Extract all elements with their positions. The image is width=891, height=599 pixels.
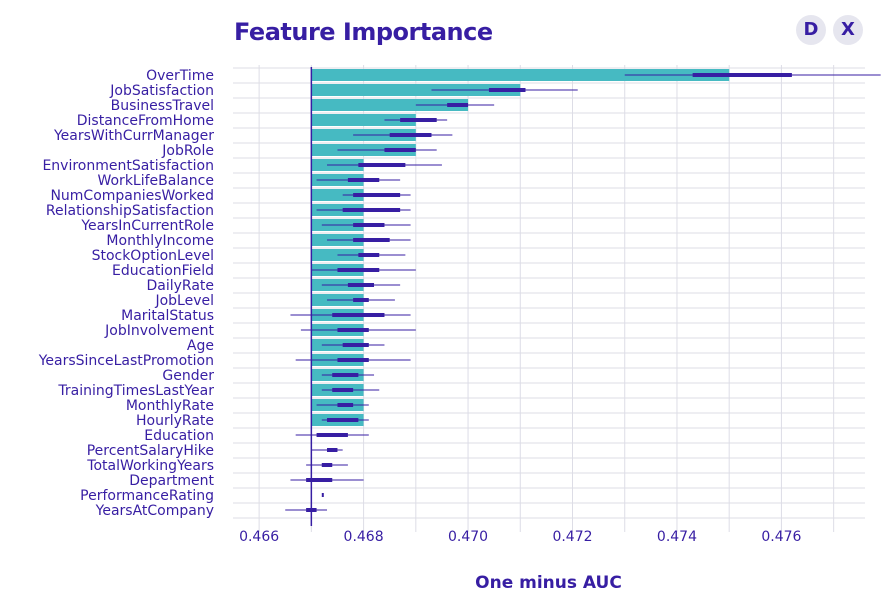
feature-label: PercentSalaryHike: [87, 443, 214, 459]
box-RelationshipSatisfaction: [342, 208, 401, 212]
box-StockOptionLevel: [358, 253, 380, 257]
box-MaritalStatus: [332, 313, 385, 317]
d-button[interactable]: D: [796, 15, 826, 45]
feature-label: EnvironmentSatisfaction: [42, 158, 214, 174]
box-PerformanceRating: [321, 493, 324, 497]
feature-label: YearsAtCompany: [95, 503, 214, 519]
feature-label: Education: [144, 428, 214, 444]
x-tick-label: 0.472: [552, 529, 592, 545]
feature-label: NumCompaniesWorked: [50, 188, 214, 204]
box-MonthlyRate: [337, 403, 354, 407]
x-axis-label: One minus AUC: [475, 573, 622, 593]
bar-BusinessTravel: [311, 99, 469, 111]
feature-label: DailyRate: [146, 278, 214, 294]
x-button[interactable]: X: [833, 15, 863, 45]
feature-label: EducationField: [112, 263, 214, 279]
x-tick-label: 0.466: [239, 529, 279, 545]
x-tick-label: 0.476: [761, 529, 801, 545]
feature-label: Department: [129, 473, 214, 489]
feature-label: BusinessTravel: [111, 98, 214, 114]
feature-label: TotalWorkingYears: [86, 458, 214, 474]
feature-label: Gender: [162, 368, 214, 384]
box-PercentSalaryHike: [327, 448, 338, 452]
box-BusinessTravel: [447, 103, 469, 107]
feature-label: StockOptionLevel: [92, 248, 214, 264]
box-JobInvolvement: [337, 328, 369, 332]
feature-label: PerformanceRating: [80, 488, 214, 504]
box-YearsInCurrentRole: [353, 223, 385, 227]
feature-label: MonthlyRate: [126, 398, 214, 414]
feature-label: JobSatisfaction: [109, 83, 214, 99]
feature-label: TrainingTimesLastYear: [57, 383, 214, 399]
box-OverTime: [692, 73, 792, 77]
box-YearsWithCurrManager: [389, 133, 432, 137]
box-YearsSinceLastPromotion: [337, 358, 369, 362]
feature-label: MaritalStatus: [121, 308, 214, 324]
box-Age: [342, 343, 369, 347]
feature-label: JobInvolvement: [104, 323, 214, 339]
feature-label: DistanceFromHome: [77, 113, 214, 129]
feature-label: HourlyRate: [136, 413, 214, 429]
feature-label: Age: [187, 338, 214, 354]
feature-label: JobRole: [161, 143, 214, 159]
box-Department: [306, 478, 333, 482]
box-Education: [316, 433, 348, 437]
box-Gender: [332, 373, 359, 377]
box-JobRole: [384, 148, 416, 152]
box-EnvironmentSatisfaction: [358, 163, 406, 167]
box-DistanceFromHome: [400, 118, 437, 122]
box-WorkLifeBalance: [347, 178, 380, 182]
x-tick-label: 0.468: [344, 529, 384, 545]
feature-label: YearsSinceLastPromotion: [38, 353, 214, 369]
feature-label: RelationshipSatisfaction: [46, 203, 214, 219]
feature-label: JobLevel: [154, 293, 214, 309]
feature-label: MonthlyIncome: [106, 233, 214, 249]
box-TotalWorkingYears: [321, 463, 333, 467]
x-tick-label: 0.474: [657, 529, 697, 545]
box-EducationField: [337, 268, 380, 272]
box-JobLevel: [353, 298, 369, 302]
feature-label: WorkLifeBalance: [97, 173, 214, 189]
box-HourlyRate: [327, 418, 359, 422]
feature-label: YearsInCurrentRole: [80, 218, 214, 234]
box-MonthlyIncome: [353, 238, 390, 242]
feature-label: OverTime: [146, 68, 214, 84]
box-YearsAtCompany: [306, 508, 317, 512]
box-JobSatisfaction: [488, 88, 526, 92]
bar-NumCompaniesWorked: [311, 189, 364, 201]
bar-DistanceFromHome: [311, 114, 416, 126]
box-DailyRate: [347, 283, 375, 287]
box-NumCompaniesWorked: [353, 193, 401, 197]
x-tick-label: 0.470: [448, 529, 488, 545]
chart-title: Feature Importance: [234, 18, 493, 46]
box-TrainingTimesLastYear: [332, 388, 354, 392]
bar-OverTime: [311, 69, 730, 81]
feature-label: YearsWithCurrManager: [53, 128, 214, 144]
bar-JobSatisfaction: [311, 84, 521, 96]
